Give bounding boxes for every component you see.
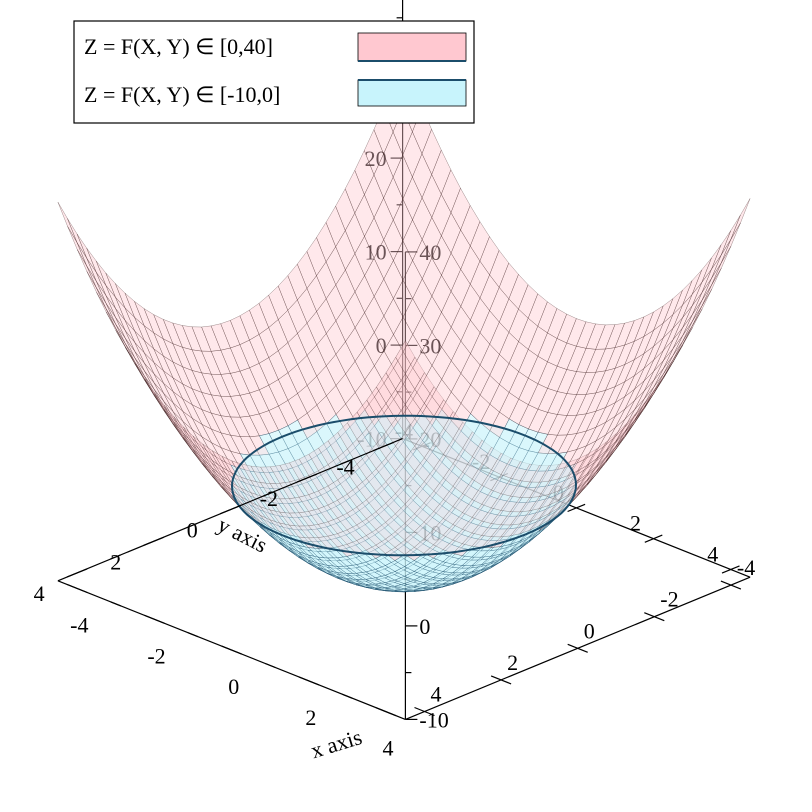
back-y-tick (644, 612, 665, 622)
x-axis-title: x axis (308, 724, 365, 763)
x-tick (298, 676, 320, 686)
y-tick (296, 473, 318, 483)
y-minor-tick (110, 554, 121, 560)
back-x-tick (644, 534, 663, 543)
y-tick-label: 0 (187, 518, 198, 543)
back-y-tick (567, 643, 588, 653)
y-minor-tick (339, 459, 351, 465)
x-tick-label: -4 (70, 613, 88, 638)
z-axis-right-tick-label: 30 (419, 333, 441, 358)
y-tick (66, 568, 88, 578)
x-minor-tick (187, 632, 199, 638)
surface-patch-positive (720, 214, 741, 256)
back-y-tick-label: 4 (431, 682, 442, 707)
x-minor-tick (342, 693, 353, 699)
y-minor-tick (263, 491, 274, 497)
y-tick-label: 4 (34, 581, 45, 606)
x-minor-tick (110, 601, 122, 607)
surface-patch-positive (57, 201, 78, 244)
x-minor-tick (265, 662, 276, 669)
y-tick (373, 441, 394, 452)
x-tick-label: 4 (383, 736, 394, 761)
legend: Z = F(X, Y) ∈ [0,40] Z = F(X, Y) ∈ [-10,… (73, 20, 475, 124)
x-tick-label: 0 (228, 674, 239, 699)
legend-label-positive: Z = F(X, Y) ∈ [0,40] (84, 34, 273, 59)
x-tick-label: -2 (147, 643, 165, 668)
back-y-tick (720, 580, 742, 590)
back-y-tick (414, 706, 435, 717)
legend-swatch-positive (357, 32, 467, 62)
z-axis-right-tick-label: 0 (419, 614, 430, 639)
back-x-tick-label: 4 (707, 542, 718, 567)
surface (57, 59, 751, 593)
surface-patch-positive (67, 218, 88, 259)
x-tick (221, 645, 242, 655)
y-tick (143, 536, 164, 546)
x-tick (144, 614, 165, 624)
back-y-tick-label: 2 (507, 650, 518, 675)
legend-swatch-negative (357, 79, 467, 107)
y-tick (220, 505, 241, 515)
y-tick-label: -4 (336, 455, 354, 480)
back-x-tick-label: 2 (630, 511, 641, 536)
back-x-tick (567, 503, 586, 513)
x-tick (375, 707, 397, 717)
back-x-tick (721, 565, 740, 574)
x-tick (67, 583, 88, 594)
z-axis-right-tick-label: 40 (419, 240, 441, 265)
z-axis-left-tick-label: 10 (365, 240, 387, 265)
y-tick-label: 2 (110, 549, 121, 574)
x-tick-label: 2 (305, 705, 316, 730)
zero-contour-rim (230, 414, 578, 557)
back-y-tick-label: -4 (737, 555, 755, 580)
back-y-tick (490, 675, 512, 685)
legend-label-negative: Z = F(X, Y) ∈ [-10,0] (84, 82, 280, 107)
y-tick-label: -2 (260, 486, 278, 511)
back-y-tick-label: 0 (584, 618, 595, 643)
surface-patch-positive (730, 198, 751, 240)
y-minor-tick (186, 522, 198, 529)
back-y-tick-label: -2 (660, 587, 678, 612)
